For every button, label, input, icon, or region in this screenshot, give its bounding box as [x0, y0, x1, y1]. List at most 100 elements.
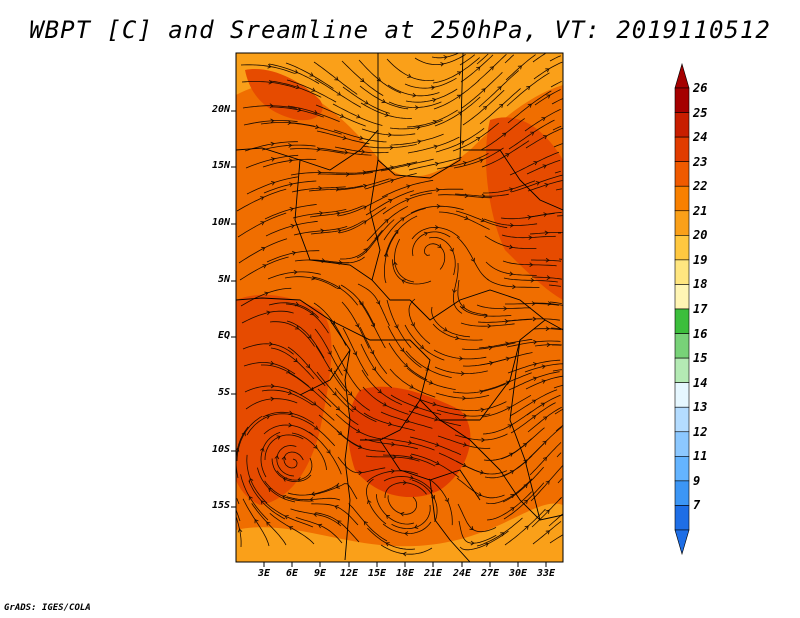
streamline — [262, 158, 317, 168]
streamline-arrowhead — [337, 520, 342, 525]
streamline-arrowhead — [394, 229, 399, 234]
streamline — [531, 497, 562, 528]
streamline — [313, 61, 358, 95]
streamline — [380, 158, 434, 172]
streamline — [454, 193, 509, 197]
streamline-arrowhead — [481, 193, 486, 199]
streamline — [315, 345, 346, 392]
streamline-arrowhead — [444, 498, 449, 503]
streamline-arrowhead — [270, 118, 275, 124]
streamline — [452, 262, 463, 314]
streamline — [527, 180, 563, 192]
streamline — [361, 369, 403, 406]
streamline-arrowhead — [533, 161, 538, 166]
streamline-arrowhead — [306, 363, 311, 369]
streamline — [265, 502, 314, 528]
streamline-arrowhead — [523, 499, 528, 504]
streamline — [452, 383, 506, 394]
streamline-arrowhead — [503, 306, 508, 311]
streamline-arrowhead — [270, 141, 275, 147]
streamline-arrowhead — [480, 407, 485, 413]
streamline — [435, 392, 490, 399]
streamline-arrowhead — [470, 257, 475, 263]
streamline-arrowhead — [535, 181, 541, 186]
streamline — [264, 480, 313, 502]
colorbar-top-arrow — [674, 62, 690, 89]
streamline-arrowhead — [270, 360, 275, 366]
streamline — [548, 513, 563, 527]
streamline-arrowhead — [419, 344, 425, 349]
streamline-arrowhead — [479, 158, 484, 163]
streamline-arrowhead — [394, 324, 399, 329]
streamline-arrowhead — [294, 69, 299, 74]
streamline — [388, 101, 442, 109]
streamline-arrowhead — [531, 301, 536, 306]
streamline-arrowhead — [295, 84, 300, 90]
streamline-arrowhead — [335, 406, 341, 411]
streamline-arrowhead — [517, 65, 523, 70]
streamline-arrowhead — [327, 350, 332, 356]
streamline-arrowhead — [358, 470, 363, 476]
streamline-arrowhead — [436, 203, 441, 209]
streamline — [409, 188, 464, 197]
streamline-arrowhead — [545, 68, 550, 73]
colorbar-label: 7 — [693, 498, 701, 513]
streamline-arrowhead — [408, 440, 413, 445]
colorbar-swatch — [674, 284, 690, 310]
streamline-arrowhead — [266, 310, 271, 316]
streamline-arrowhead — [510, 507, 515, 512]
streamline — [534, 89, 561, 106]
streamline — [241, 310, 294, 324]
colorbar-swatch — [674, 259, 690, 285]
streamline — [357, 283, 390, 326]
streamline-arrowhead — [288, 143, 293, 148]
streamline — [532, 53, 546, 63]
streamline-arrowhead — [487, 323, 492, 329]
streamline-arrowhead — [387, 132, 393, 138]
country-border — [294, 159, 373, 281]
streamline — [483, 218, 538, 226]
streamline — [392, 259, 432, 285]
streamline-arrowhead — [526, 86, 531, 91]
streamline — [268, 63, 320, 84]
streamline — [265, 220, 318, 237]
streamline — [435, 127, 485, 153]
streamline — [271, 106, 324, 118]
streamline — [436, 409, 491, 417]
streamline-arrowhead — [460, 140, 465, 145]
streamline-arrowhead — [428, 380, 434, 385]
lat-label: 10N — [211, 217, 230, 228]
streamline — [266, 250, 320, 263]
streamline — [315, 104, 366, 127]
streamline — [293, 226, 348, 236]
streamline-arrowhead — [469, 525, 474, 531]
streamline-arrowhead — [460, 371, 465, 376]
streamline-arrowhead — [352, 405, 357, 410]
streamline — [431, 306, 470, 338]
streamline-arrowhead — [462, 395, 467, 401]
streamline-arrowhead — [288, 526, 294, 531]
streamline-arrowhead — [505, 380, 511, 385]
streamline-arrowhead — [530, 277, 535, 283]
streamline-arrowhead — [385, 514, 391, 519]
streamline — [503, 482, 545, 520]
streamline — [384, 482, 427, 499]
streamline — [484, 235, 537, 249]
streamline-arrowhead — [482, 106, 488, 111]
streamline — [456, 477, 505, 499]
streamline-arrowhead — [265, 414, 271, 420]
streamline — [312, 276, 359, 306]
streamline — [531, 276, 562, 280]
lon-label: 15E — [367, 568, 387, 579]
streamline-arrowhead — [270, 383, 275, 389]
streamline-arrowhead — [481, 88, 486, 93]
streamline-arrowhead — [361, 149, 366, 155]
streamline — [510, 402, 556, 434]
lat-label: 5S — [217, 387, 230, 398]
country-border — [509, 339, 541, 521]
colorbar-swatch — [674, 308, 690, 334]
streamline-arrowhead — [268, 341, 274, 347]
streamline — [408, 410, 461, 427]
streamline — [455, 210, 508, 229]
